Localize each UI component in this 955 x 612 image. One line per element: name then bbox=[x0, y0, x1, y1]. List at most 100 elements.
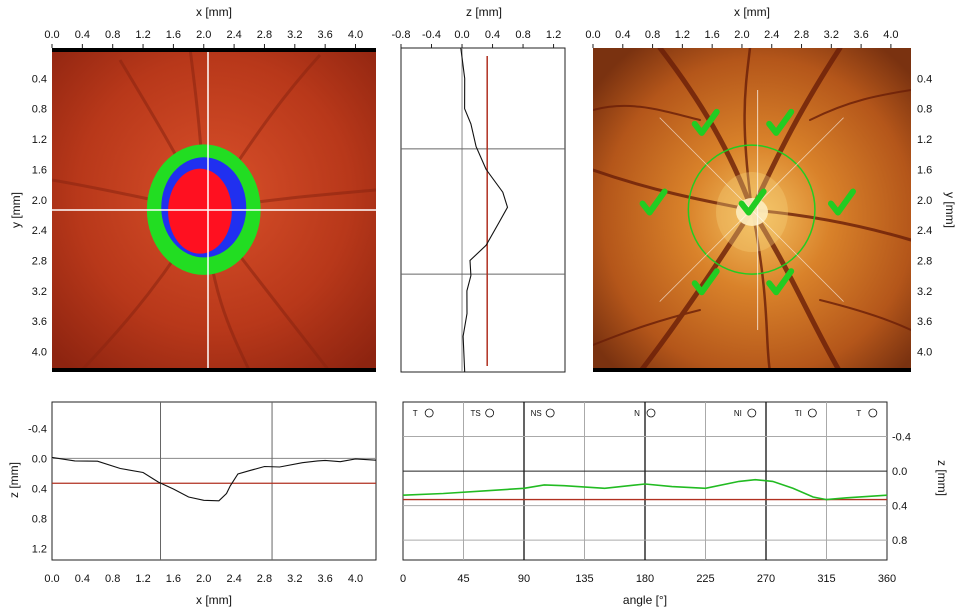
hprofile-x-tick-label: 2.0 bbox=[196, 573, 211, 585]
sector-pie-icon bbox=[424, 408, 434, 418]
check-icon bbox=[639, 188, 668, 216]
hprofile-x-tick-label: 0.8 bbox=[105, 573, 120, 585]
cprofile-x-tick-label: 90 bbox=[518, 573, 530, 585]
fundus-x-tick-label: 0.0 bbox=[585, 29, 600, 41]
cprofile-x-tick-label: 180 bbox=[636, 573, 654, 585]
cprofile-x-tick-label: 315 bbox=[817, 573, 835, 585]
enface-x-ticks: 0.0 0.4 0.8 1.2 1.6 2.0 2.4 2.8 3.2 3.6 4.0 bbox=[44, 29, 363, 48]
hprofile-y-label: z [mm] bbox=[7, 462, 21, 498]
enface-y-tick-label: 1.6 bbox=[32, 164, 47, 176]
hprofile-y-tick-label: 1.2 bbox=[32, 544, 47, 556]
vprofile-frame bbox=[400, 47, 566, 373]
fundus-y-tick-label: 0.4 bbox=[917, 73, 932, 85]
enface-x-tick-label: 0.8 bbox=[105, 29, 120, 41]
vprofile-x-tick-label: -0.8 bbox=[392, 29, 411, 41]
enface-y-tick-label: 4.0 bbox=[32, 347, 47, 359]
vprofile-grid bbox=[401, 47, 565, 373]
fundus-sector-line bbox=[659, 209, 752, 302]
panel-fundus-image: x [mm] 0.0 0.4 0.8 1.2 1.6 2.0 2.4 2.8 3.2 3.6 4.0… bbox=[585, 5, 955, 372]
fundus-y-ticks: 0.4 0.8 1.2 1.6 2.0 2.4 2.8 3.2 3.6 4.0 bbox=[917, 73, 932, 358]
hprofile-grid bbox=[51, 402, 377, 560]
fundus-y-tick-label: 1.6 bbox=[917, 164, 932, 176]
enface-y-tick-label: 2.0 bbox=[32, 195, 47, 207]
hprofile-x-tick-label: 3.2 bbox=[287, 573, 302, 585]
region-cup_core bbox=[168, 168, 232, 254]
sector-pie-icon bbox=[868, 408, 878, 418]
enface-x-tick-label: 1.6 bbox=[166, 29, 181, 41]
fundus-x-ticks: 0.0 0.4 0.8 1.2 1.6 2.0 2.4 2.8 3.2 3.6 4.0 bbox=[585, 29, 899, 48]
enface-x-tick-label: 0.0 bbox=[44, 29, 59, 41]
enface-x-tick-label: 0.4 bbox=[75, 29, 90, 41]
sector-pie-icon bbox=[646, 408, 656, 418]
enface-y-label: y [mm] bbox=[9, 192, 23, 228]
vprofile-x-tick-label: 1.2 bbox=[546, 29, 561, 41]
hprofile-y-tick-label: -0.4 bbox=[28, 423, 47, 435]
hprofile-y-ticks: -0.4 0.0 0.4 0.8 1.2 bbox=[28, 423, 47, 555]
fundus-y-label: y [mm] bbox=[943, 192, 955, 228]
vprofile-x-tick-label: -0.4 bbox=[422, 29, 441, 41]
vprofile-series-line bbox=[460, 47, 509, 373]
hprofile-x-tick-label: 0.0 bbox=[44, 573, 59, 585]
fundus-x-tick-label: 4.0 bbox=[883, 29, 898, 41]
hprofile-x-tick-label: 3.6 bbox=[318, 573, 333, 585]
cprofile-x-label: angle [°] bbox=[623, 593, 667, 607]
sector-pie-icon bbox=[485, 408, 495, 418]
fundus-vessels bbox=[593, 48, 911, 372]
hprofile-y-tick-label: 0.0 bbox=[32, 453, 47, 465]
fundus-x-tick-label: 0.8 bbox=[645, 29, 660, 41]
cprofile-x-tick-label: 225 bbox=[696, 573, 714, 585]
cprofile-sector-label: T bbox=[413, 409, 418, 418]
hprofile-x-label: x [mm] bbox=[196, 593, 232, 607]
cprofile-x-tick-label: 360 bbox=[878, 573, 896, 585]
fundus-y-tick-label: 2.0 bbox=[917, 195, 932, 207]
vprofile-x-ticks: -0.8 -0.4 0.0 0.4 0.8 1.2 bbox=[392, 29, 561, 48]
fundus-bottom-bar bbox=[593, 368, 911, 372]
cprofile-x-ticks: 0 45 90 135 180 225 270 315 360 bbox=[400, 573, 896, 585]
vprofile-x-tick-label: 0.4 bbox=[485, 29, 500, 41]
fundus-x-tick-label: 1.6 bbox=[705, 29, 720, 41]
enface-x-tick-label: 2.0 bbox=[196, 29, 211, 41]
cprofile-series-line bbox=[402, 478, 888, 501]
fundus-x-tick-label: 0.4 bbox=[615, 29, 630, 41]
cprofile-sector-label: TI bbox=[795, 409, 802, 418]
fundus-y-tick-label: 3.2 bbox=[917, 286, 932, 298]
cprofile-grid bbox=[402, 402, 888, 560]
enface-x-tick-label: 3.2 bbox=[287, 29, 302, 41]
panel-enface-map: x [mm] 0.0 0.4 0.8 1.2 1.6 2.0 2.4 2.8 3.2 3.6 4.0… bbox=[9, 5, 376, 372]
fundus-y-tick-label: 3.6 bbox=[917, 316, 932, 328]
cprofile-sector-label: T bbox=[856, 409, 861, 418]
cprofile-x-tick-label: 135 bbox=[575, 573, 593, 585]
enface-y-tick-label: 1.2 bbox=[32, 134, 47, 146]
hprofile-y-tick-label: 0.4 bbox=[32, 484, 47, 496]
fundus-x-tick-label: 1.2 bbox=[675, 29, 690, 41]
enface-x-label: x [mm] bbox=[196, 5, 232, 19]
fundus-x-tick-label: 3.2 bbox=[824, 29, 839, 41]
fundus-x-label: x [mm] bbox=[734, 5, 770, 19]
fundus-sector-line bbox=[751, 209, 844, 302]
vprofile-x-label: z [mm] bbox=[466, 5, 502, 19]
panel-horizontal-profile: 0.0 0.4 0.8 1.2 1.6 2.0 2.4 2.8 3.2 3.6 4.0 -0.4 0.… bbox=[7, 401, 377, 607]
fundus-x-tick-label: 2.0 bbox=[734, 29, 749, 41]
fundus-sector-line bbox=[751, 117, 844, 210]
fundus-overlay bbox=[639, 90, 856, 330]
fundus-y-tick-label: 2.8 bbox=[917, 255, 932, 267]
cprofile-y-tick-label: 0.4 bbox=[892, 501, 907, 513]
check-icon bbox=[691, 268, 720, 296]
hprofile-y-tick-label: 0.8 bbox=[32, 514, 47, 526]
cprofile-x-tick-label: 270 bbox=[757, 573, 775, 585]
enface-x-tick-label: 2.4 bbox=[226, 29, 241, 41]
fundus-x-tick-label: 3.6 bbox=[853, 29, 868, 41]
sector-pie-icon bbox=[747, 408, 757, 418]
fundus-sector-line bbox=[659, 117, 752, 210]
enface-x-tick-label: 1.2 bbox=[135, 29, 150, 41]
enface-y-tick-label: 0.4 bbox=[32, 73, 47, 85]
hprofile-x-tick-label: 2.4 bbox=[226, 573, 241, 585]
enface-bottom-bar bbox=[52, 368, 376, 372]
hprofile-series-line bbox=[51, 456, 377, 502]
hprofile-x-tick-label: 0.4 bbox=[75, 573, 90, 585]
fundus-y-tick-label: 2.4 bbox=[917, 225, 932, 237]
enface-x-tick-label: 4.0 bbox=[348, 29, 363, 41]
cprofile-y-tick-label: 0.0 bbox=[892, 466, 907, 478]
